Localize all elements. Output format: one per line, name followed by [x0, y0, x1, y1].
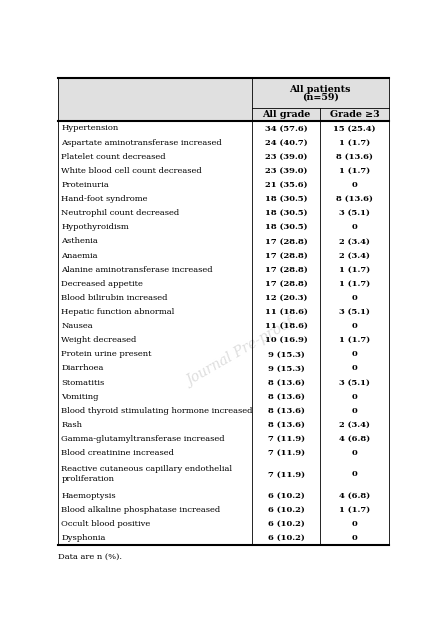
Text: 2 (3.4): 2 (3.4) — [339, 238, 370, 245]
Text: 9 (15.3): 9 (15.3) — [268, 364, 305, 372]
Text: 8 (13.6): 8 (13.6) — [268, 379, 305, 387]
Text: 11 (18.6): 11 (18.6) — [265, 322, 308, 330]
Text: Anaemia: Anaemia — [61, 251, 98, 260]
Text: 17 (28.8): 17 (28.8) — [265, 251, 308, 260]
Text: Decreased appetite: Decreased appetite — [61, 280, 143, 288]
Text: 6 (10.2): 6 (10.2) — [268, 520, 305, 528]
Text: 1 (1.7): 1 (1.7) — [339, 280, 370, 288]
Text: 0: 0 — [351, 364, 357, 372]
Text: 0: 0 — [351, 407, 357, 415]
Text: 7 (11.9): 7 (11.9) — [268, 470, 305, 478]
Text: 6 (10.2): 6 (10.2) — [268, 492, 305, 500]
Text: 2 (3.4): 2 (3.4) — [339, 421, 370, 429]
Text: (n=59): (n=59) — [302, 92, 339, 102]
Text: 8 (13.6): 8 (13.6) — [268, 407, 305, 415]
Text: Blood thyroid stimulating hormone increased: Blood thyroid stimulating hormone increa… — [61, 407, 253, 415]
Bar — [58, 108, 388, 122]
Text: 18 (30.5): 18 (30.5) — [265, 195, 307, 203]
Text: All patients: All patients — [290, 85, 351, 95]
Text: Hand-foot syndrome: Hand-foot syndrome — [61, 195, 148, 203]
Text: Aspartate aminotransferase increased: Aspartate aminotransferase increased — [61, 139, 222, 147]
Text: Weight decreased: Weight decreased — [61, 336, 137, 344]
Text: Vomiting: Vomiting — [61, 393, 99, 401]
Text: Grade ≥3: Grade ≥3 — [330, 110, 379, 119]
Text: 23 (39.0): 23 (39.0) — [265, 153, 307, 161]
Text: 21 (35.6): 21 (35.6) — [265, 181, 307, 189]
Text: 6 (10.2): 6 (10.2) — [268, 505, 305, 514]
Text: White blood cell count decreased: White blood cell count decreased — [61, 167, 202, 175]
Text: 2 (3.4): 2 (3.4) — [339, 251, 370, 260]
Text: 7 (11.9): 7 (11.9) — [268, 435, 305, 443]
Text: Haemoptysis: Haemoptysis — [61, 492, 116, 500]
Text: Hepatic function abnormal: Hepatic function abnormal — [61, 308, 175, 316]
Text: 3 (5.1): 3 (5.1) — [339, 308, 370, 316]
Text: Rash: Rash — [61, 421, 82, 429]
Text: 17 (28.8): 17 (28.8) — [265, 238, 308, 245]
Text: 1 (1.7): 1 (1.7) — [339, 167, 370, 175]
Text: Reactive cutaneous capillary endothelial: Reactive cutaneous capillary endothelial — [61, 465, 232, 473]
Text: 0: 0 — [351, 470, 357, 478]
Text: 12 (20.3): 12 (20.3) — [265, 294, 307, 302]
Text: 0: 0 — [351, 449, 357, 457]
Text: 0: 0 — [351, 223, 357, 231]
Text: Stomatitis: Stomatitis — [61, 379, 105, 387]
Text: 7 (11.9): 7 (11.9) — [268, 449, 305, 457]
Text: 0: 0 — [351, 350, 357, 359]
Text: All grade: All grade — [262, 110, 310, 119]
Text: Asthenia: Asthenia — [61, 238, 98, 245]
Text: Data are n (%).: Data are n (%). — [58, 552, 123, 561]
Text: 8 (13.6): 8 (13.6) — [336, 153, 373, 161]
Text: 1 (1.7): 1 (1.7) — [339, 139, 370, 147]
Text: Platelet count decreased: Platelet count decreased — [61, 153, 166, 161]
Text: 8 (13.6): 8 (13.6) — [268, 421, 305, 429]
Text: Blood creatinine increased: Blood creatinine increased — [61, 449, 174, 457]
Text: 3 (5.1): 3 (5.1) — [339, 209, 370, 217]
Text: Neutrophil count decreased: Neutrophil count decreased — [61, 209, 180, 217]
Text: 6 (10.2): 6 (10.2) — [268, 534, 305, 542]
Text: 0: 0 — [351, 294, 357, 302]
Text: Blood bilirubin increased: Blood bilirubin increased — [61, 294, 168, 302]
Text: 4 (6.8): 4 (6.8) — [339, 435, 370, 443]
Text: Dysphonia: Dysphonia — [61, 534, 106, 542]
Text: 4 (6.8): 4 (6.8) — [339, 492, 370, 500]
Text: 17 (28.8): 17 (28.8) — [265, 280, 308, 288]
Text: 1 (1.7): 1 (1.7) — [339, 505, 370, 514]
Text: Blood alkaline phosphatase increased: Blood alkaline phosphatase increased — [61, 505, 221, 514]
Text: Hypertension: Hypertension — [61, 125, 119, 132]
Text: Protein urine present: Protein urine present — [61, 350, 152, 359]
Text: 18 (30.5): 18 (30.5) — [265, 223, 307, 231]
Text: 15 (25.4): 15 (25.4) — [333, 125, 376, 132]
Text: 0: 0 — [351, 393, 357, 401]
Text: 1 (1.7): 1 (1.7) — [339, 266, 370, 273]
Bar — [58, 78, 388, 108]
Text: 9 (15.3): 9 (15.3) — [268, 350, 305, 359]
Text: 17 (28.8): 17 (28.8) — [265, 266, 308, 273]
Text: 8 (13.6): 8 (13.6) — [268, 393, 305, 401]
Text: proliferation: proliferation — [61, 475, 115, 483]
Text: 0: 0 — [351, 534, 357, 542]
Text: 11 (18.6): 11 (18.6) — [265, 308, 308, 316]
Text: 10 (16.9): 10 (16.9) — [265, 336, 308, 344]
Text: Nausea: Nausea — [61, 322, 93, 330]
Text: 0: 0 — [351, 520, 357, 528]
Text: Alanine aminotransferase increased: Alanine aminotransferase increased — [61, 266, 213, 273]
Text: Diarrhoea: Diarrhoea — [61, 364, 104, 372]
Text: 23 (39.0): 23 (39.0) — [265, 167, 307, 175]
Text: 24 (40.7): 24 (40.7) — [265, 139, 307, 147]
Text: 3 (5.1): 3 (5.1) — [339, 379, 370, 387]
Text: Gamma-glutamyltransferase increased: Gamma-glutamyltransferase increased — [61, 435, 225, 443]
Text: 18 (30.5): 18 (30.5) — [265, 209, 307, 217]
Bar — [58, 122, 388, 545]
Text: 8 (13.6): 8 (13.6) — [336, 195, 373, 203]
Text: Journal Pre-proof: Journal Pre-proof — [184, 316, 297, 389]
Text: Occult blood positive: Occult blood positive — [61, 520, 151, 528]
Text: 0: 0 — [351, 181, 357, 189]
Text: Hypothyroidism: Hypothyroidism — [61, 223, 129, 231]
Text: 34 (57.6): 34 (57.6) — [265, 125, 307, 132]
Text: 1 (1.7): 1 (1.7) — [339, 336, 370, 344]
Text: Proteinuria: Proteinuria — [61, 181, 109, 189]
Text: 0: 0 — [351, 322, 357, 330]
